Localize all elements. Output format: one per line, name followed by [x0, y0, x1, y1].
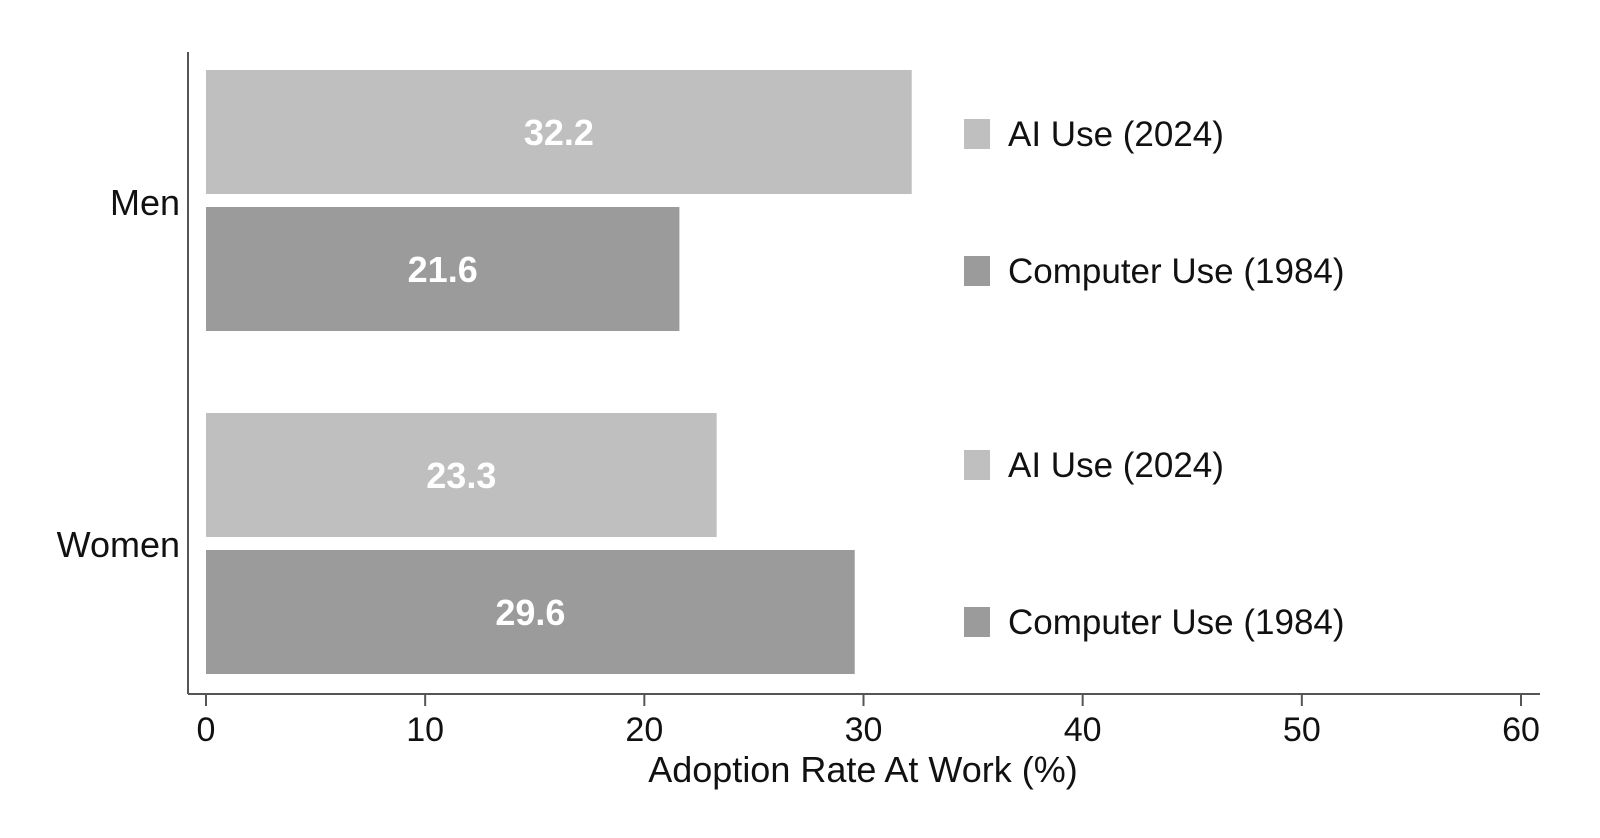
bar-women-computer-use: [206, 550, 855, 674]
legend-label-men-computer-use: Computer Use (1984): [1008, 252, 1345, 291]
value-label-women-computer-use: 29.6: [495, 592, 565, 633]
x-tick-label-50: 50: [1283, 711, 1321, 749]
bar-women-ai-use: [206, 413, 717, 537]
x-tick-label-20: 20: [625, 711, 663, 749]
value-label-women-ai-use: 23.3: [426, 455, 496, 496]
category-label-women: Women: [57, 524, 180, 565]
bars-layer: 32.2 21.6 23.3 29.6: [206, 70, 912, 674]
legend-swatch-women-computer-use: [964, 607, 990, 637]
legend-label-men-ai-use: AI Use (2024): [1008, 115, 1224, 154]
x-tick-label-40: 40: [1064, 711, 1102, 749]
bar-men-computer-use: [206, 207, 680, 331]
bar-men-ai-use: [206, 70, 912, 194]
x-tick-label-10: 10: [406, 711, 444, 749]
legend-swatch-men-ai-use: [964, 119, 990, 149]
x-tick-label-30: 30: [845, 711, 883, 749]
value-label-men-ai-use: 32.2: [524, 112, 594, 153]
x-tick-label-60: 60: [1502, 711, 1540, 749]
legend-label-women-computer-use: Computer Use (1984): [1008, 603, 1345, 642]
category-labels: Men Women: [57, 182, 180, 565]
legend-swatch-men-computer-use: [964, 256, 990, 286]
x-tick-label-0: 0: [197, 711, 216, 749]
legend: AI Use (2024) Computer Use (1984) AI Use (…: [964, 115, 1345, 642]
x-axis-title: Adoption Rate At Work (%): [648, 749, 1078, 790]
category-label-men: Men: [110, 182, 180, 223]
legend-label-women-ai-use: AI Use (2024): [1008, 446, 1224, 485]
legend-swatch-women-ai-use: [964, 450, 990, 480]
x-ticks: 0 10 20 30 40 50 60: [197, 694, 1540, 749]
value-label-men-computer-use: 21.6: [408, 249, 478, 290]
